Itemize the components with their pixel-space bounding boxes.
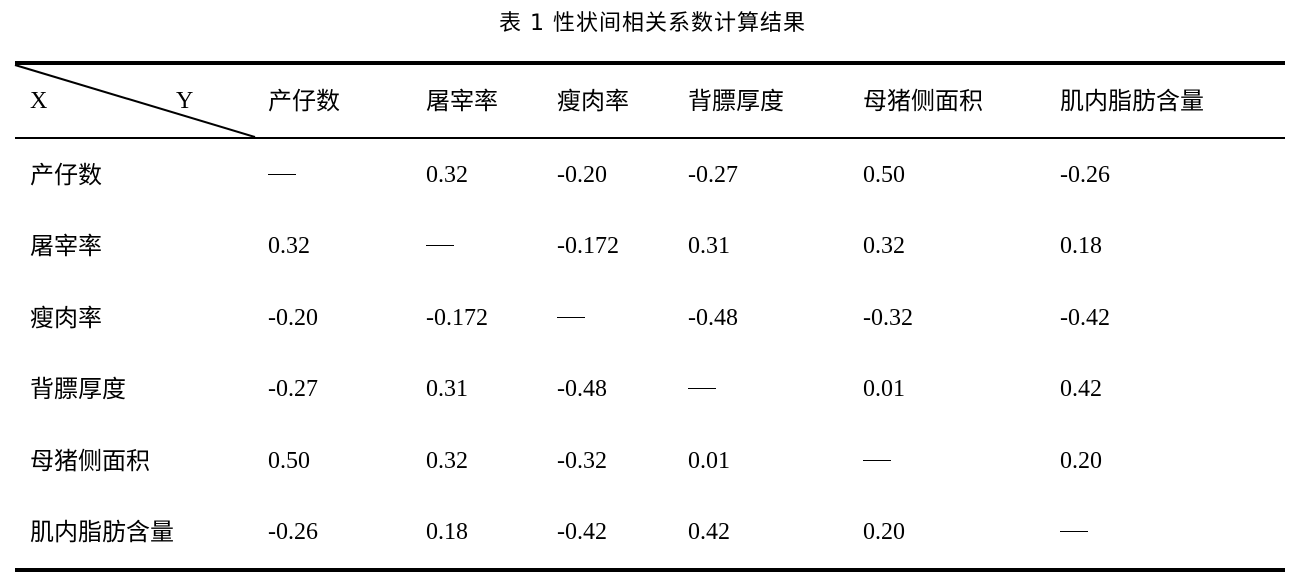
dash-mark <box>863 459 891 462</box>
correlation-value: 0.42 <box>688 519 730 545</box>
dash-mark <box>688 387 716 390</box>
column-header: 屠宰率 <box>426 87 498 115</box>
bottom-rule <box>15 568 1285 572</box>
correlation-value: 0.31 <box>426 376 468 402</box>
correlation-value: 0.32 <box>426 448 468 474</box>
column-header: 产仔数 <box>268 87 340 115</box>
dash-mark <box>268 173 296 176</box>
correlation-value: 0.01 <box>688 448 730 474</box>
row-label: 瘦肉率 <box>30 304 102 332</box>
correlation-value: 0.18 <box>426 519 468 545</box>
diagonal-dash-cell <box>268 160 296 190</box>
row-label: 肌内脂肪含量 <box>30 518 174 546</box>
corner-y-label: Y <box>176 88 194 114</box>
correlation-value: -0.172 <box>557 233 619 259</box>
correlation-value: -0.48 <box>557 376 607 402</box>
correlation-value: -0.27 <box>688 162 738 188</box>
dash-mark <box>557 316 585 319</box>
correlation-value: -0.32 <box>863 305 913 331</box>
correlation-value: -0.26 <box>268 519 318 545</box>
correlation-value: -0.32 <box>557 448 607 474</box>
header-rule <box>15 137 1285 139</box>
correlation-value: -0.20 <box>557 162 607 188</box>
correlation-value: 0.01 <box>863 376 905 402</box>
column-header: 母猪侧面积 <box>863 87 983 115</box>
column-header: 背膘厚度 <box>688 87 784 115</box>
corner-diagonal-line <box>14 64 256 138</box>
row-label: 产仔数 <box>30 161 102 189</box>
dash-mark <box>426 244 454 247</box>
correlation-value: -0.42 <box>1060 305 1110 331</box>
correlation-value: -0.172 <box>426 305 488 331</box>
correlation-value: 0.32 <box>426 162 468 188</box>
correlation-value: 0.20 <box>1060 448 1102 474</box>
correlation-value: -0.48 <box>688 305 738 331</box>
correlation-value: 0.32 <box>863 233 905 259</box>
corner-x-label: X <box>30 88 48 114</box>
correlation-value: 0.50 <box>863 162 905 188</box>
diagonal-dash-cell <box>863 446 891 476</box>
correlation-value: -0.27 <box>268 376 318 402</box>
diagonal-dash-cell <box>426 231 454 261</box>
top-rule <box>15 61 1285 65</box>
column-header: 肌内脂肪含量 <box>1060 87 1204 115</box>
diagonal-dash-cell <box>688 374 716 404</box>
correlation-value: 0.42 <box>1060 376 1102 402</box>
diagonal-dash-cell <box>557 303 585 333</box>
row-label: 屠宰率 <box>30 232 102 260</box>
row-label: 母猪侧面积 <box>30 447 150 475</box>
correlation-value: 0.20 <box>863 519 905 545</box>
correlation-value: 0.32 <box>268 233 310 259</box>
dash-mark <box>1060 530 1088 533</box>
column-header: 瘦肉率 <box>557 87 629 115</box>
correlation-value: 0.18 <box>1060 233 1102 259</box>
correlation-value: -0.20 <box>268 305 318 331</box>
correlation-value: 0.31 <box>688 233 730 259</box>
diagonal-dash-cell <box>1060 517 1088 547</box>
correlation-value: -0.42 <box>557 519 607 545</box>
table-title: 表 1 性状间相关系数计算结果 <box>499 11 806 36</box>
correlation-value: 0.50 <box>268 448 310 474</box>
correlation-value: -0.26 <box>1060 162 1110 188</box>
row-label: 背膘厚度 <box>30 375 126 403</box>
